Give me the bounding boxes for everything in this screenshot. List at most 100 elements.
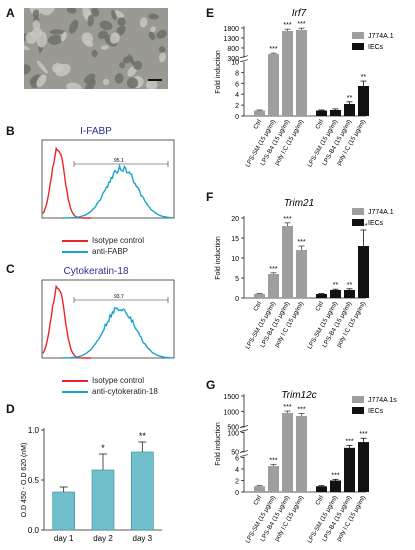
bar <box>296 415 307 492</box>
cell-shape <box>113 10 125 19</box>
axis-break-mark <box>239 450 249 453</box>
y-tick-label: 1500 <box>223 394 239 401</box>
cell-shape <box>139 17 148 28</box>
isotype-histogram <box>42 146 91 219</box>
y-tick-label: 4 <box>235 92 239 99</box>
bar <box>268 274 279 298</box>
cell-shape <box>81 32 93 45</box>
significance-label: *** <box>345 439 353 446</box>
cell-shape <box>126 77 139 89</box>
scale-bar <box>148 79 162 81</box>
isotype-histogram <box>42 284 91 359</box>
bar <box>131 451 154 531</box>
antibody-histogram <box>61 306 173 359</box>
legend-swatch <box>352 32 364 39</box>
x-tick-label: Ctrl <box>252 301 263 313</box>
legend-b-isotype: Isotype control <box>62 236 144 245</box>
antibody-histogram <box>62 163 173 219</box>
y-tick-label: 0 <box>235 296 239 303</box>
legend-label: IECs <box>368 408 384 415</box>
significance-label: *** <box>269 46 277 53</box>
x-tick-label: Ctrl <box>252 495 263 507</box>
bar <box>52 491 75 531</box>
y-tick-label: 4 <box>235 467 239 474</box>
cell-shape <box>150 26 156 33</box>
cell-shape <box>24 44 30 51</box>
flow-b-frame <box>41 139 175 219</box>
y-axis-label: Fold induction <box>215 50 222 94</box>
bar <box>358 246 369 298</box>
cell-shape <box>32 9 40 18</box>
y-tick-label: 1800 <box>223 26 239 33</box>
cell-shape <box>158 46 166 53</box>
cell-micrograph <box>24 8 168 89</box>
y-tick-label: 50 <box>231 450 239 457</box>
y-tick-label: 1.0 <box>28 426 40 435</box>
significance-label: *** <box>359 431 367 438</box>
significance-label: *** <box>269 457 277 464</box>
x-tick-label: Ctrl <box>314 495 325 507</box>
y-tick-label: 5 <box>235 276 239 283</box>
cell-shape <box>156 29 167 39</box>
panel-label-f: F <box>206 190 214 204</box>
flow-b-title: I-FABP <box>80 126 112 137</box>
legend-swatch-red <box>62 239 88 242</box>
bar <box>268 53 279 116</box>
significance-label: *** <box>297 407 305 414</box>
significance-label: *** <box>283 216 291 223</box>
bar <box>344 290 355 298</box>
cell-shape <box>115 25 126 36</box>
cell-shape <box>31 27 43 38</box>
y-tick-label: 0.0 <box>28 526 40 535</box>
axis-break-mark <box>239 55 249 59</box>
legend-swatch-blue <box>62 250 88 253</box>
panel-label-c: C <box>6 262 15 276</box>
legend-c-antibody: anti-cytokeratin-18 <box>62 387 158 396</box>
chart-title: Trim21 <box>284 198 314 209</box>
legend-swatch-blue <box>62 390 88 393</box>
cell-shape <box>32 20 41 30</box>
y-tick-label: 300 <box>227 56 239 63</box>
cell-shape <box>60 31 67 42</box>
bar <box>296 250 307 298</box>
significance-label: *** <box>283 404 291 411</box>
bar <box>358 85 369 116</box>
significance-label: ** <box>361 74 367 81</box>
x-tick-label: day 2 <box>93 534 113 543</box>
significance-label: ** <box>347 95 353 102</box>
bar <box>254 294 265 298</box>
legend-swatch <box>352 219 364 226</box>
flow-panel-c: Cytokeratin-18 93.7 <box>41 266 175 359</box>
legend-b-antibody: anti-FABP <box>62 247 128 256</box>
y-tick-label: 10 <box>231 59 239 66</box>
y-tick-label: 0 <box>235 490 239 497</box>
y-tick-label: 800 <box>227 46 239 53</box>
y-tick-label: 15 <box>231 236 239 243</box>
legend-label: IECs <box>368 220 384 227</box>
bar <box>330 290 341 298</box>
significance-label: *** <box>297 21 305 28</box>
y-tick-label: 100 <box>227 430 239 437</box>
bar <box>330 109 341 116</box>
y-tick-label: 2 <box>235 103 239 110</box>
gate-value: 93.7 <box>114 294 124 300</box>
y-tick-label: 6 <box>235 81 239 88</box>
cell-shape <box>87 14 94 27</box>
bar <box>91 469 115 531</box>
cell-shape <box>159 52 166 63</box>
cell-shape <box>99 20 113 31</box>
significance-label: ** <box>347 282 353 289</box>
y-tick-label: 500 <box>227 425 239 432</box>
flow-c-frame <box>41 279 175 359</box>
cell-shape <box>119 62 126 69</box>
significance-label: *** <box>283 22 291 29</box>
bar <box>282 412 293 492</box>
y-tick-label: 20 <box>231 216 239 223</box>
bar <box>296 29 307 116</box>
y-tick-label: 6 <box>235 455 239 462</box>
significance-label: *** <box>297 239 305 246</box>
significance-label: *** <box>331 472 339 479</box>
panel-label-g: G <box>206 378 216 392</box>
